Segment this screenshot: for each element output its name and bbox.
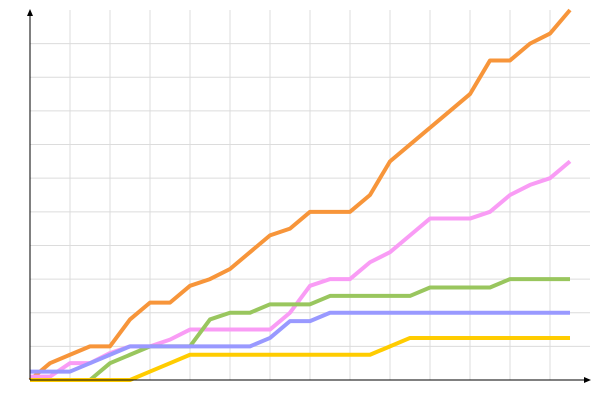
lines (28, 8, 572, 382)
grid (30, 10, 590, 380)
y-axis-arrow (27, 9, 33, 16)
series-line (30, 277, 570, 382)
series-line (28, 8, 572, 382)
series-line (30, 310, 570, 374)
x-axis-arrow (584, 377, 591, 383)
